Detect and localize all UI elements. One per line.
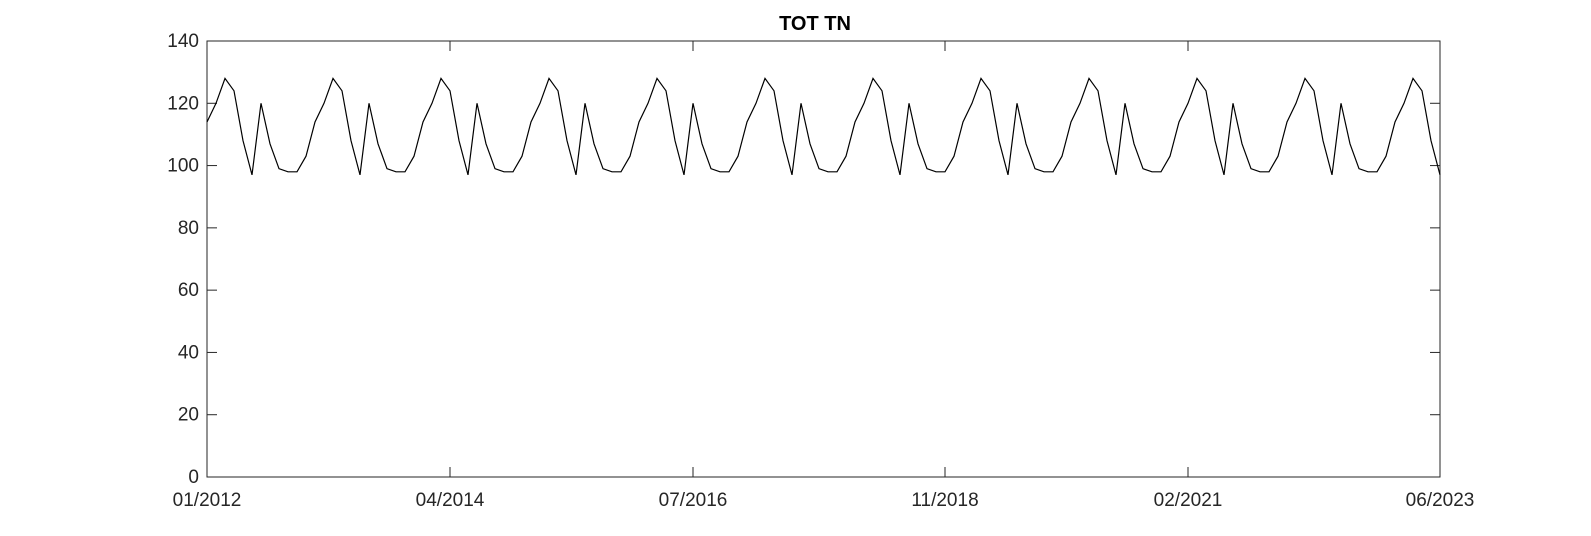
y-tick-label: 20	[178, 405, 199, 426]
chart-title: TOT TN	[779, 13, 851, 35]
axes: 0 20 40 60 80 100 120 140 01/2012 04/2014 07/2016 1…	[167, 31, 1474, 511]
plot-frame	[206, 40, 1441, 478]
x-tick-label: 07/2016	[659, 490, 728, 511]
x-tick-label: 01/2012	[173, 490, 242, 511]
x-tick-label: 04/2014	[416, 490, 485, 511]
y-tick-label: 100	[167, 156, 199, 177]
series-layer	[206, 77, 1441, 176]
y-tick-label: 40	[178, 342, 199, 363]
series-line-0	[206, 77, 1441, 176]
y-tick-label: 80	[178, 218, 199, 239]
y-tick-label: 0	[188, 467, 199, 488]
y-tick-label: 140	[167, 31, 199, 52]
y-tick-label: 120	[167, 93, 199, 114]
x-tick-label: 02/2021	[1154, 490, 1223, 511]
y-tick-label: 60	[178, 280, 199, 301]
x-tick-label: 11/2018	[911, 490, 978, 511]
x-tick-label: 06/2023	[1406, 490, 1475, 511]
